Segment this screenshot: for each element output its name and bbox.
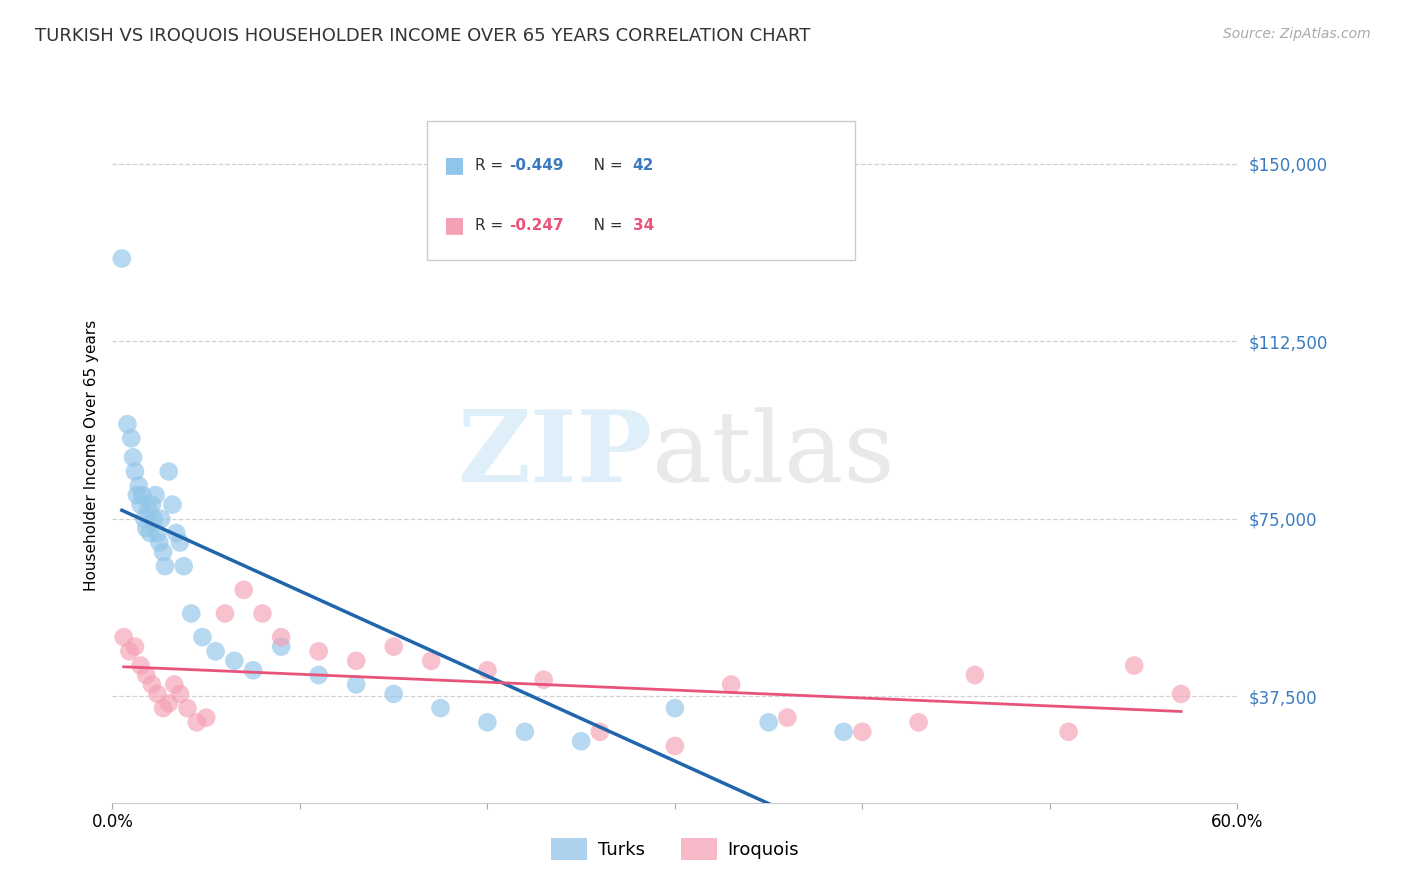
Point (165, 526, 187, 541)
Point (477, 715, 499, 730)
Point (120, 431, 142, 445)
Point (344, 677, 367, 691)
Point (112, 630, 135, 644)
Point (1170, 687, 1192, 701)
Point (1123, 658, 1146, 673)
Text: R =: R = (475, 158, 509, 173)
Point (776, 710, 799, 724)
Point (720, 677, 742, 691)
Point (758, 715, 780, 730)
Point (191, 630, 214, 644)
Text: 34: 34 (633, 218, 654, 233)
Point (169, 535, 191, 549)
Point (1057, 724, 1080, 739)
Point (382, 687, 405, 701)
Point (129, 498, 152, 512)
Point (141, 498, 163, 512)
Point (513, 724, 536, 739)
Text: ■: ■ (444, 155, 465, 176)
Point (270, 640, 292, 654)
Point (142, 512, 165, 526)
Text: ZIP: ZIP (457, 407, 652, 503)
Point (136, 502, 159, 516)
Legend: Turks, Iroquois: Turks, Iroquois (543, 830, 807, 867)
Point (344, 654, 367, 668)
Text: TURKISH VS IROQUOIS HOUSEHOLDER INCOME OVER 65 YEARS CORRELATION CHART: TURKISH VS IROQUOIS HOUSEHOLDER INCOME O… (35, 27, 810, 45)
Point (141, 677, 163, 691)
Point (150, 512, 173, 526)
Point (124, 640, 146, 654)
Point (963, 668, 986, 682)
Point (146, 526, 169, 541)
Point (308, 668, 330, 682)
Text: -0.449: -0.449 (509, 158, 564, 173)
Point (125, 488, 148, 502)
Point (129, 658, 152, 673)
Point (145, 488, 167, 502)
Point (162, 498, 184, 512)
Point (135, 521, 157, 535)
Text: 42: 42 (633, 158, 654, 173)
Point (382, 640, 405, 654)
Point (533, 673, 555, 687)
Point (124, 465, 146, 479)
Point (214, 607, 236, 621)
Point (118, 644, 141, 658)
Point (664, 739, 686, 753)
Text: N =: N = (579, 218, 627, 233)
Point (173, 559, 195, 574)
Point (308, 644, 330, 658)
Point (153, 559, 176, 574)
Point (252, 607, 274, 621)
Point (152, 701, 174, 715)
Text: ■: ■ (444, 215, 465, 235)
Point (134, 512, 156, 526)
Point (128, 478, 150, 492)
Point (242, 663, 264, 677)
Point (664, 701, 686, 715)
Y-axis label: Householder Income Over 65 years: Householder Income Over 65 years (83, 319, 98, 591)
Point (157, 465, 180, 479)
Point (907, 715, 929, 730)
Point (169, 687, 191, 701)
Point (851, 724, 873, 739)
Point (122, 450, 145, 465)
Point (569, 734, 592, 748)
Text: R =: R = (475, 218, 509, 233)
Point (477, 663, 499, 677)
Point (270, 630, 292, 644)
Point (163, 677, 186, 691)
Point (186, 715, 208, 730)
Point (195, 710, 218, 724)
Point (139, 526, 162, 541)
Point (146, 687, 169, 701)
Text: atlas: atlas (652, 407, 896, 503)
Point (420, 654, 443, 668)
Text: -0.247: -0.247 (509, 218, 564, 233)
Point (224, 654, 246, 668)
Point (135, 668, 157, 682)
Point (111, 252, 134, 266)
Point (117, 417, 139, 432)
Point (152, 545, 174, 559)
Point (589, 724, 612, 739)
Point (176, 701, 198, 715)
Point (157, 697, 180, 711)
Text: N =: N = (579, 158, 627, 173)
Point (148, 535, 170, 549)
Point (204, 644, 226, 658)
Point (232, 582, 254, 597)
Point (131, 488, 153, 502)
Text: Source: ZipAtlas.com: Source: ZipAtlas.com (1223, 27, 1371, 41)
Point (180, 607, 202, 621)
Point (832, 724, 855, 739)
Point (429, 701, 451, 715)
